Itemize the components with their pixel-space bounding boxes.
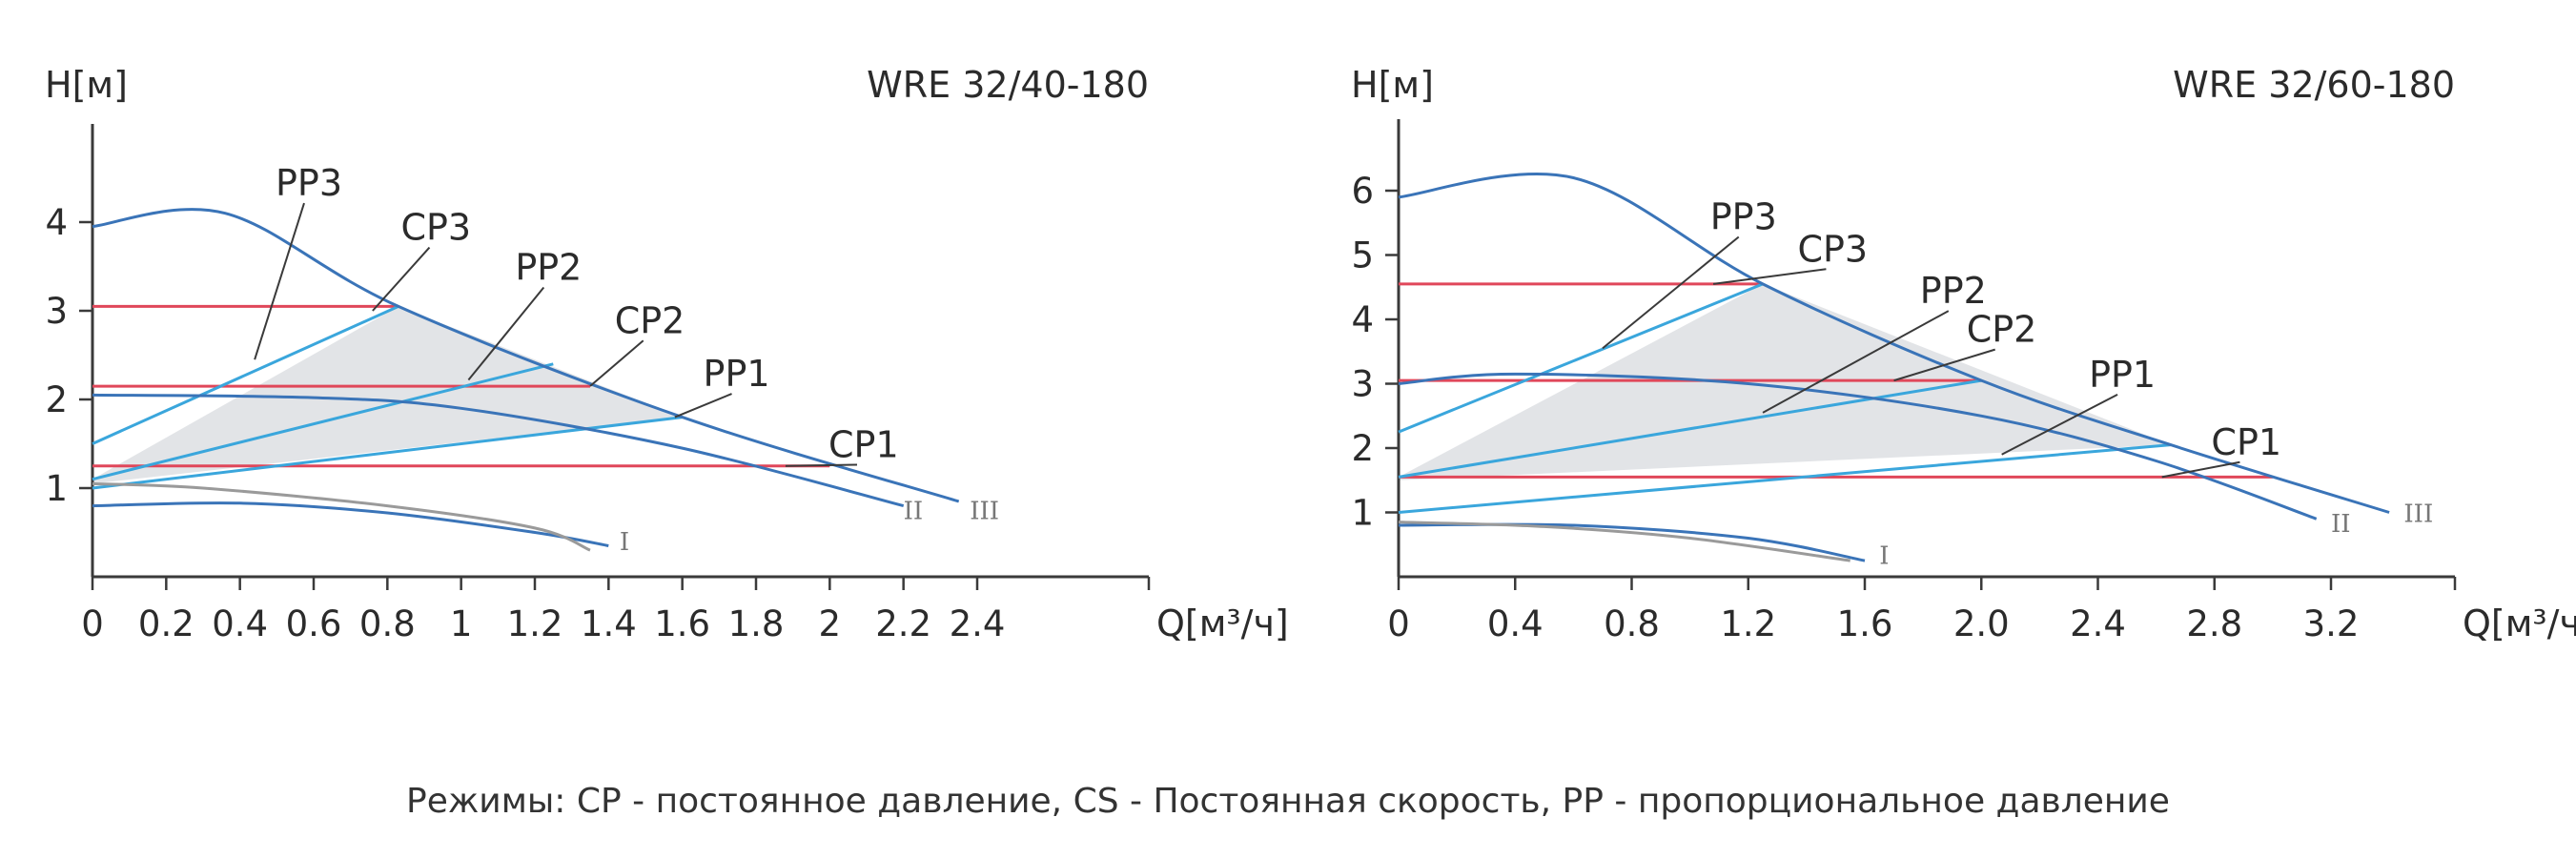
pp-line-pp3 — [1398, 282, 1764, 434]
speed-label-iii: III — [2403, 500, 2433, 529]
curve-label-cp2: CP2 — [1967, 309, 2037, 351]
y-tick-label: 4 — [1351, 299, 1374, 340]
low-speed-curve — [1398, 521, 1850, 562]
chart-title: WRE 32/40-180 — [867, 64, 1149, 106]
x-tick-label: 0.2 — [138, 603, 194, 644]
leader-cp3 — [1712, 268, 1827, 285]
low-speed-curve — [92, 481, 591, 552]
speed-label-i: I — [1879, 542, 1889, 571]
x-tick-label: 2.4 — [950, 603, 1006, 644]
curve-label-cp3: CP3 — [1797, 228, 1868, 270]
x-axis-title: Q[м³/ч] — [1156, 603, 1289, 644]
pump-curve-charts: 0 0.2 0.4 0.6 0.8 1 1.2 1.4 1.6 1.8 2 2.2 2.4 1 2 3 4 H[м… — [45, 64, 2576, 644]
x-tick-label: 1.8 — [728, 603, 785, 644]
leader-cp2 — [589, 339, 644, 387]
y-tick-label: 2 — [45, 379, 68, 420]
leader-cp1 — [2161, 460, 2240, 479]
chart-1: 0 0.2 0.4 0.6 0.8 1 1.2 1.4 1.6 1.8 2 2.2 2.4 1 2 3 4 H[м… — [45, 64, 1289, 644]
y-tick-label: 4 — [45, 202, 68, 243]
x-tick-label: 1.6 — [1837, 603, 1893, 644]
curve-label-cp3: CP3 — [400, 207, 471, 249]
leader-pp2 — [467, 286, 545, 381]
x-tick-label: 0.6 — [286, 603, 342, 644]
operating-region — [1399, 283, 2171, 480]
curve-label-cp1: CP1 — [828, 423, 899, 465]
x-tick-label: 1.4 — [581, 603, 637, 644]
leader-pp3 — [1602, 235, 1740, 350]
x-tick-label: 0.8 — [359, 603, 416, 644]
x-tick-label: 2.8 — [2186, 603, 2242, 644]
y-axis-title: H[м] — [45, 64, 128, 106]
pp-line-pp2 — [1398, 378, 1982, 479]
x-tick-label: 0.4 — [1487, 603, 1544, 644]
leader-pp1 — [2001, 393, 2118, 456]
curve-label-pp3: PP3 — [276, 162, 342, 204]
y-tick-label: 6 — [1351, 171, 1374, 212]
modes-caption: Режимы: CP - постоянное давление, CS - П… — [406, 782, 2170, 821]
x-tick-label: 0.8 — [1604, 603, 1660, 644]
curve-label-pp1: PP1 — [2089, 354, 2156, 396]
curve-label-cp1: CP1 — [2211, 421, 2281, 463]
x-tick-label: 2.2 — [875, 603, 931, 644]
x-tick-label: 2.0 — [1953, 603, 2010, 644]
x-tick-label: 1 — [450, 603, 473, 644]
x-tick-label: 1.2 — [1720, 603, 1776, 644]
chart-2: 0 0.4 0.8 1.2 1.6 2.0 2.4 2.8 3.2 1 2 3 4 5 6 H[м] Q[м³/… — [1351, 64, 2576, 644]
speed-curve-ii — [92, 393, 905, 508]
curve-label-pp1: PP1 — [704, 353, 770, 395]
y-tick-label: 3 — [45, 291, 68, 332]
speed-label-ii: II — [2331, 510, 2351, 539]
leader-pp3 — [254, 202, 305, 360]
speed-curve-i — [1398, 522, 1866, 562]
y-axis-title: H[м] — [1351, 64, 1434, 106]
speed-label-i: I — [620, 528, 629, 557]
y-tick-label: 1 — [45, 468, 68, 509]
speed-curve-iii — [92, 208, 960, 503]
x-tick-label: 0.4 — [212, 603, 268, 644]
leader-pp1 — [674, 393, 732, 419]
leader-cp1 — [785, 463, 858, 467]
speed-label-iii: III — [970, 498, 999, 526]
speed-curve-ii — [1398, 372, 2318, 521]
y-tick-label: 5 — [1351, 235, 1374, 276]
chart-title: WRE 32/60-180 — [2173, 64, 2455, 106]
x-tick-label: 0 — [1387, 603, 1410, 644]
curve-label-pp3: PP3 — [1710, 196, 1777, 238]
curve-label-pp2: PP2 — [1920, 270, 1987, 312]
y-tick-label: 3 — [1351, 364, 1374, 405]
leader-cp2 — [1893, 348, 1995, 382]
x-tick-label: 0 — [81, 603, 104, 644]
pp-line-pp1 — [1398, 443, 2172, 514]
operating-region — [92, 306, 683, 484]
x-tick-label: 2.4 — [2070, 603, 2126, 644]
speed-label-ii: II — [904, 498, 924, 526]
curve-label-cp2: CP2 — [615, 299, 685, 341]
x-axis-title: Q[м³/ч] — [2463, 603, 2576, 644]
y-tick-label: 1 — [1351, 493, 1374, 534]
speed-curve-iii — [1398, 172, 2390, 514]
leader-cp3 — [372, 246, 431, 312]
curve-label-pp2: PP2 — [515, 246, 582, 288]
leader-pp2 — [1762, 310, 1950, 414]
x-tick-label: 2 — [819, 603, 842, 644]
pp-line-pp2 — [92, 362, 554, 481]
x-tick-label: 3.2 — [2303, 603, 2360, 644]
pp-line-pp3 — [92, 305, 399, 445]
y-tick-label: 2 — [1351, 428, 1374, 469]
x-tick-label: 1.2 — [507, 603, 563, 644]
x-tick-label: 1.6 — [654, 603, 710, 644]
speed-curve-i — [92, 501, 609, 547]
